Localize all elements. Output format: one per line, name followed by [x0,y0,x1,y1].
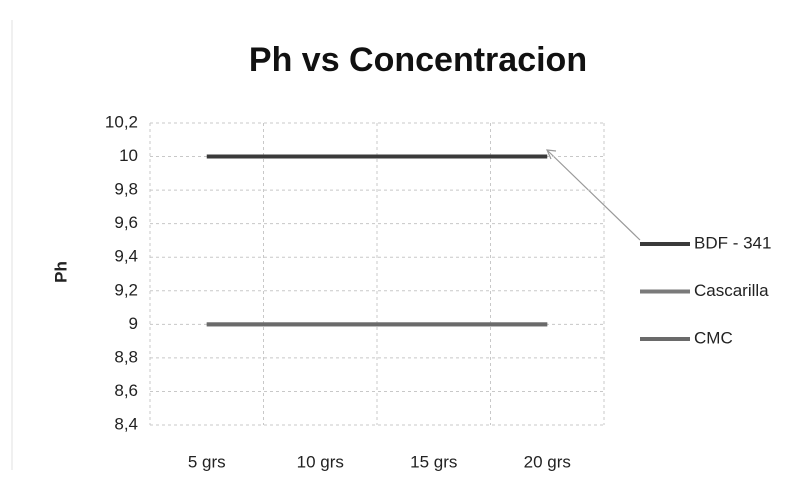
y-tick-label: 8,6 [114,381,138,400]
y-tick-label: 9,6 [114,213,138,232]
legend-label: Cascarilla [694,281,769,300]
chart-title: Ph vs Concentracion [249,41,587,79]
x-tick-label: 10 grs [297,452,344,471]
y-tick-label: 9 [129,314,138,333]
x-tick-label: 20 grs [524,452,571,471]
y-axis-label: Ph [51,261,70,283]
arrow-head [546,149,557,160]
y-tick-label: 8,8 [114,347,138,366]
annotation-arrow [546,149,641,241]
y-tick-label: 8,4 [114,414,138,433]
y-tick-label: 9,4 [114,247,138,266]
legend-label: CMC [694,328,733,347]
x-tick-label: 15 grs [410,452,457,471]
y-tick-label: 10 [119,146,138,165]
x-tick-label: 5 grs [188,452,226,471]
y-tick-label: 10,2 [105,112,138,131]
y-tick-label: 9,8 [114,180,138,199]
y-tick-label: 9,2 [114,280,138,299]
legend-label: BDF - 341 [694,233,771,252]
